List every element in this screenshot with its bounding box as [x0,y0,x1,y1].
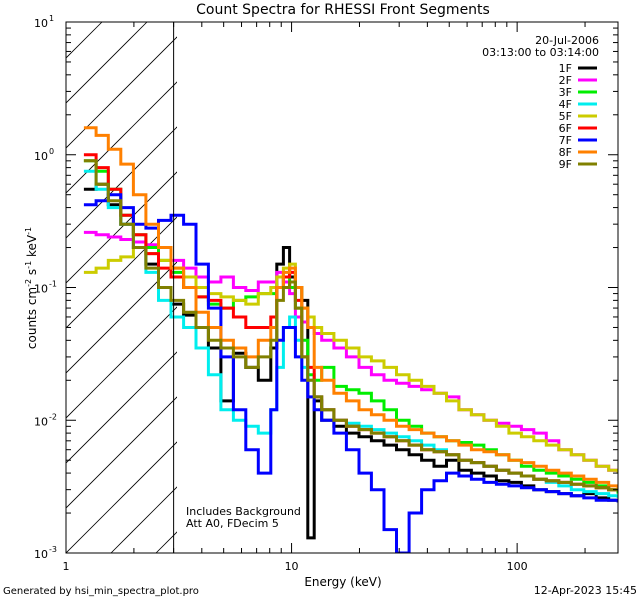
background-note: Includes Background [186,505,301,518]
hatch-line [66,216,177,329]
series-1f [83,182,618,540]
series-5f [83,246,618,474]
legend-label-6f: 6F [559,122,572,135]
legend-label-4f: 4F [559,98,572,111]
legend-label-2f: 2F [559,74,572,87]
y-label-exp: -1 [24,227,33,235]
plot-frame [65,21,619,554]
legend-label-7f: 7F [559,134,572,147]
hatch-line [66,81,177,194]
hatch-line [66,351,177,464]
y-axis-label: counts cm-2 s-1 keV-1 [24,227,39,349]
y-label-part: s [25,269,39,279]
legend-label-1f: 1F [559,62,572,75]
y-tick-exponent: -3 [49,545,57,554]
y-tick-exponent: 1 [49,14,54,23]
generator-footer: Generated by hsi_min_spectra_plot.pro [3,586,199,597]
y-tick-label: 10 [34,548,48,561]
date-annotation: 20-Jul-2006 [535,34,599,47]
series-8f [83,126,618,490]
y-label-part: counts cm [25,287,39,349]
hatched-low-energy-region [66,22,640,553]
x-tick-label: 10 [285,560,299,573]
series-9f [83,159,618,492]
legend-label-9f: 9F [559,158,572,171]
hatch-line [66,36,177,149]
chart-title: Count Spectra for RHESSI Front Segments [196,2,490,18]
y-tick-label: 10 [34,150,48,163]
legend-label-3f: 3F [559,86,572,99]
legend-label-5f: 5F [559,110,572,123]
hatch-line [336,22,640,553]
y-tick-exponent: 0 [49,147,54,156]
x-axis-label: Energy (keV) [304,575,381,589]
attenuator-note: Att A0, FDecim 5 [186,517,279,530]
hatch-line [66,441,177,553]
hatch-line [561,22,640,553]
hatch-line [66,396,177,509]
y-tick-exponent: -1 [49,280,57,289]
x-tick-label: 100 [507,560,528,573]
series-3f [83,159,618,494]
series-2f [83,230,618,474]
y-tick-label: 10 [34,283,48,296]
y-tick-exponent: -2 [49,412,57,421]
x-tick-label: 1 [63,560,70,573]
time-range-annotation: 03:13:00 to 03:14:00 [482,46,599,59]
hatch-line [516,22,640,553]
y-label-exp: -2 [24,279,33,287]
hatch-line [66,261,177,374]
spectra-series-layer [83,126,618,553]
y-tick-label: 10 [34,17,48,30]
y-label-exp: -1 [24,261,33,269]
legend-label-8f: 8F [559,146,572,159]
timestamp-footer: 12-Apr-2023 15:45 [534,584,637,597]
y-tick-label: 10 [34,415,48,428]
hatch-line [246,22,640,553]
y-label-part: keV [25,234,39,261]
hatch-line [291,22,640,553]
